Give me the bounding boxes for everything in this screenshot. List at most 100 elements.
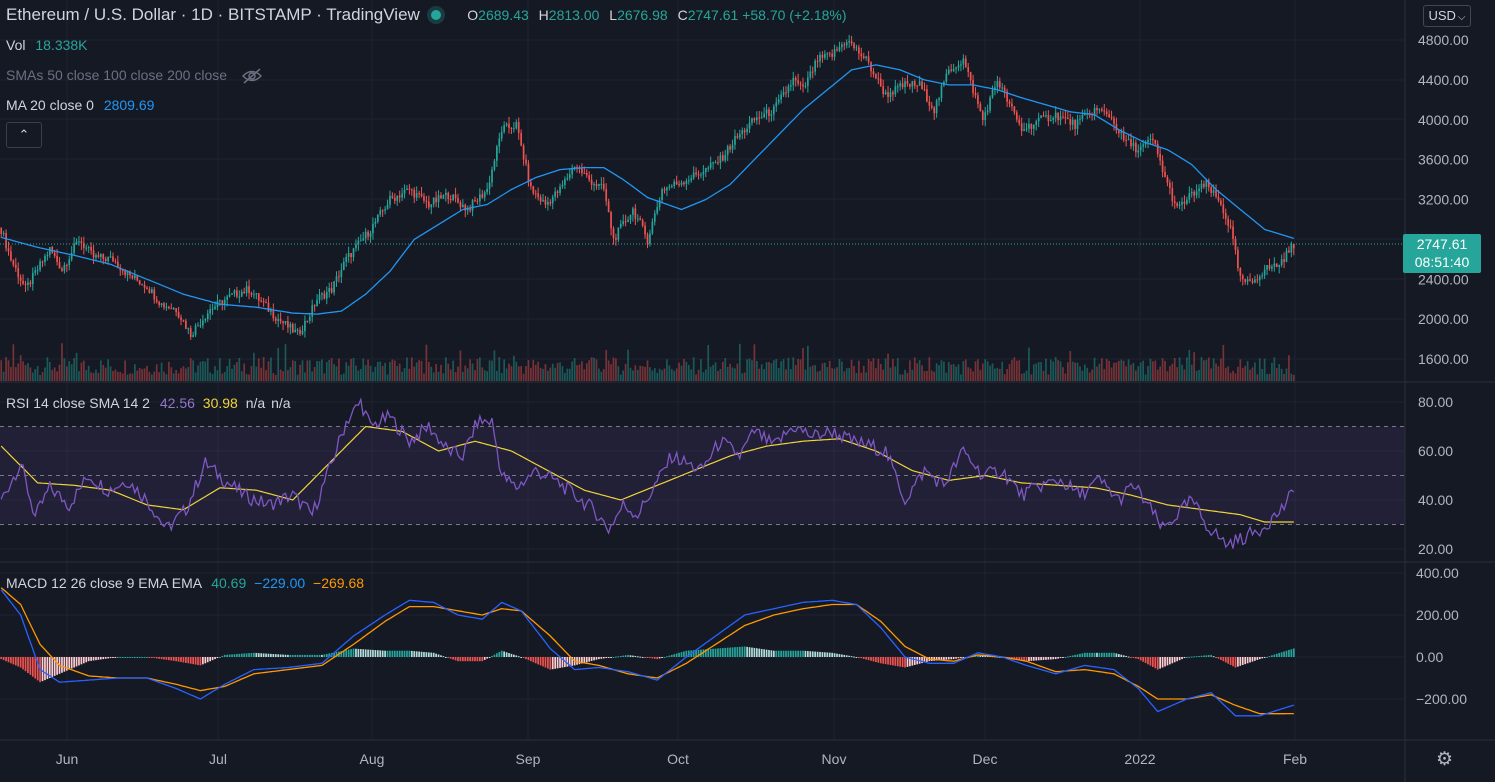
volume-bar: [10, 367, 12, 381]
volume-bar: [372, 371, 374, 381]
ma-legend[interactable]: MA 20 close 0 2809.69: [6, 96, 154, 114]
macd-hist-bar: [333, 652, 335, 657]
macd-hist-bar: [1086, 652, 1089, 657]
macd-hist-bar: [670, 654, 673, 657]
candle: [1171, 188, 1174, 202]
candle: [583, 172, 586, 174]
vol-legend[interactable]: Vol 18.338K: [6, 36, 88, 54]
volume-bar: [566, 368, 569, 381]
volume-bar: [588, 360, 591, 381]
macd-hist-bar: [287, 654, 289, 657]
volume-bar: [498, 357, 501, 381]
volume-bar: [1171, 363, 1174, 381]
eye-slash-icon[interactable]: [241, 68, 263, 84]
volume-bar: [180, 368, 182, 381]
macd-hist-bar: [1132, 657, 1135, 658]
macd-hist-bar: [1100, 652, 1103, 657]
volume-bar: [1137, 366, 1140, 381]
vol-label: Vol: [6, 37, 26, 53]
volume-bar: [751, 360, 753, 381]
volume-bar: [274, 374, 277, 381]
macd-hist-bar: [841, 654, 843, 657]
volume-bar: [974, 361, 977, 381]
macd-hist-bar: [741, 646, 744, 657]
collapse-legend-button[interactable]: ⌃: [6, 122, 42, 148]
volume-bar: [969, 368, 972, 381]
volume-bar: [547, 370, 549, 381]
macd-hist-bar: [248, 653, 250, 657]
volume-bar: [197, 365, 199, 381]
rsi-legend[interactable]: RSI 14 close SMA 14 2 42.56 30.98 n/a n/…: [6, 394, 291, 412]
volume-bar: [1178, 357, 1181, 381]
volume-bar: [585, 363, 588, 381]
candle: [1076, 119, 1079, 129]
volume-bar: [408, 368, 411, 381]
close-value: 2747.61: [687, 7, 739, 23]
candle: [1210, 187, 1213, 193]
volume-bar: [658, 368, 661, 381]
volume-bar: [753, 344, 756, 381]
volume-bar: [1042, 370, 1045, 381]
candle: [836, 49, 838, 51]
candle: [573, 166, 576, 168]
macd-hist-bar: [1135, 657, 1137, 659]
macd-legend[interactable]: MACD 12 26 close 9 EMA EMA 40.69 −229.00…: [6, 574, 364, 592]
symbol-title[interactable]: Ethereum / U.S. Dollar · 1D · BITSTAMP ·…: [6, 5, 420, 24]
volume-bar: [121, 373, 124, 381]
macd-hist-bar: [1040, 657, 1042, 661]
macd-hist-bar: [1266, 656, 1268, 658]
candle: [226, 296, 229, 300]
volume-bar: [799, 359, 802, 381]
candle: [187, 328, 190, 330]
volume-bar: [1083, 364, 1086, 381]
candle: [714, 162, 717, 164]
axis-labels: 4800.004400.004000.003600.003200.002400.…: [56, 32, 1469, 767]
volume-bar: [481, 367, 484, 381]
macd-hist-bar: [510, 653, 513, 657]
volume-bar: [731, 367, 734, 381]
volume-bar: [700, 359, 702, 381]
volume-bar: [945, 372, 948, 381]
price-tick-label: 2400.00: [1418, 271, 1469, 287]
currency-select[interactable]: USD ⌵: [1423, 5, 1471, 27]
macd-hist-bar: [666, 656, 668, 658]
candle: [979, 104, 982, 112]
volume-bar: [70, 364, 73, 381]
gear-icon[interactable]: ⚙: [1436, 749, 1454, 770]
candle: [423, 196, 425, 201]
candle: [964, 58, 967, 68]
sma-legend[interactable]: SMAs 50 close 100 close 200 close: [6, 66, 263, 84]
macd-hist-bar: [238, 653, 241, 657]
volume-bar: [899, 374, 902, 381]
candle: [359, 240, 362, 242]
candle: [440, 195, 442, 199]
macd-hist-bar: [590, 657, 593, 661]
volume-bar: [430, 366, 433, 381]
candle: [717, 162, 719, 164]
macd-hist-bar: [943, 657, 945, 660]
macd-hist-bar: [56, 657, 58, 675]
candle: [772, 106, 775, 115]
macd-hist-bar: [1178, 657, 1181, 661]
volume-bar: [1271, 362, 1273, 381]
volume-bar: [323, 373, 326, 381]
macd-hist-bar: [389, 650, 391, 657]
volume-bar: [1285, 368, 1288, 381]
candle: [491, 169, 493, 183]
macd-hist-bar: [530, 657, 532, 662]
volume-bar: [663, 368, 666, 381]
volume-bar: [262, 357, 265, 381]
macd-hist-bar: [651, 657, 654, 659]
macd-hist-bar: [527, 657, 530, 661]
volume-bar: [1239, 359, 1242, 381]
volume-bar: [112, 370, 114, 381]
grid-lines: [0, 0, 1405, 740]
rsi-label: RSI 14 close SMA 14 2: [6, 395, 150, 411]
candle: [841, 44, 843, 48]
candle: [381, 210, 384, 212]
volume-bar: [930, 370, 933, 381]
macd-hist-bar: [556, 657, 559, 669]
candle: [1234, 238, 1237, 251]
macd-hist-bar: [746, 646, 748, 657]
